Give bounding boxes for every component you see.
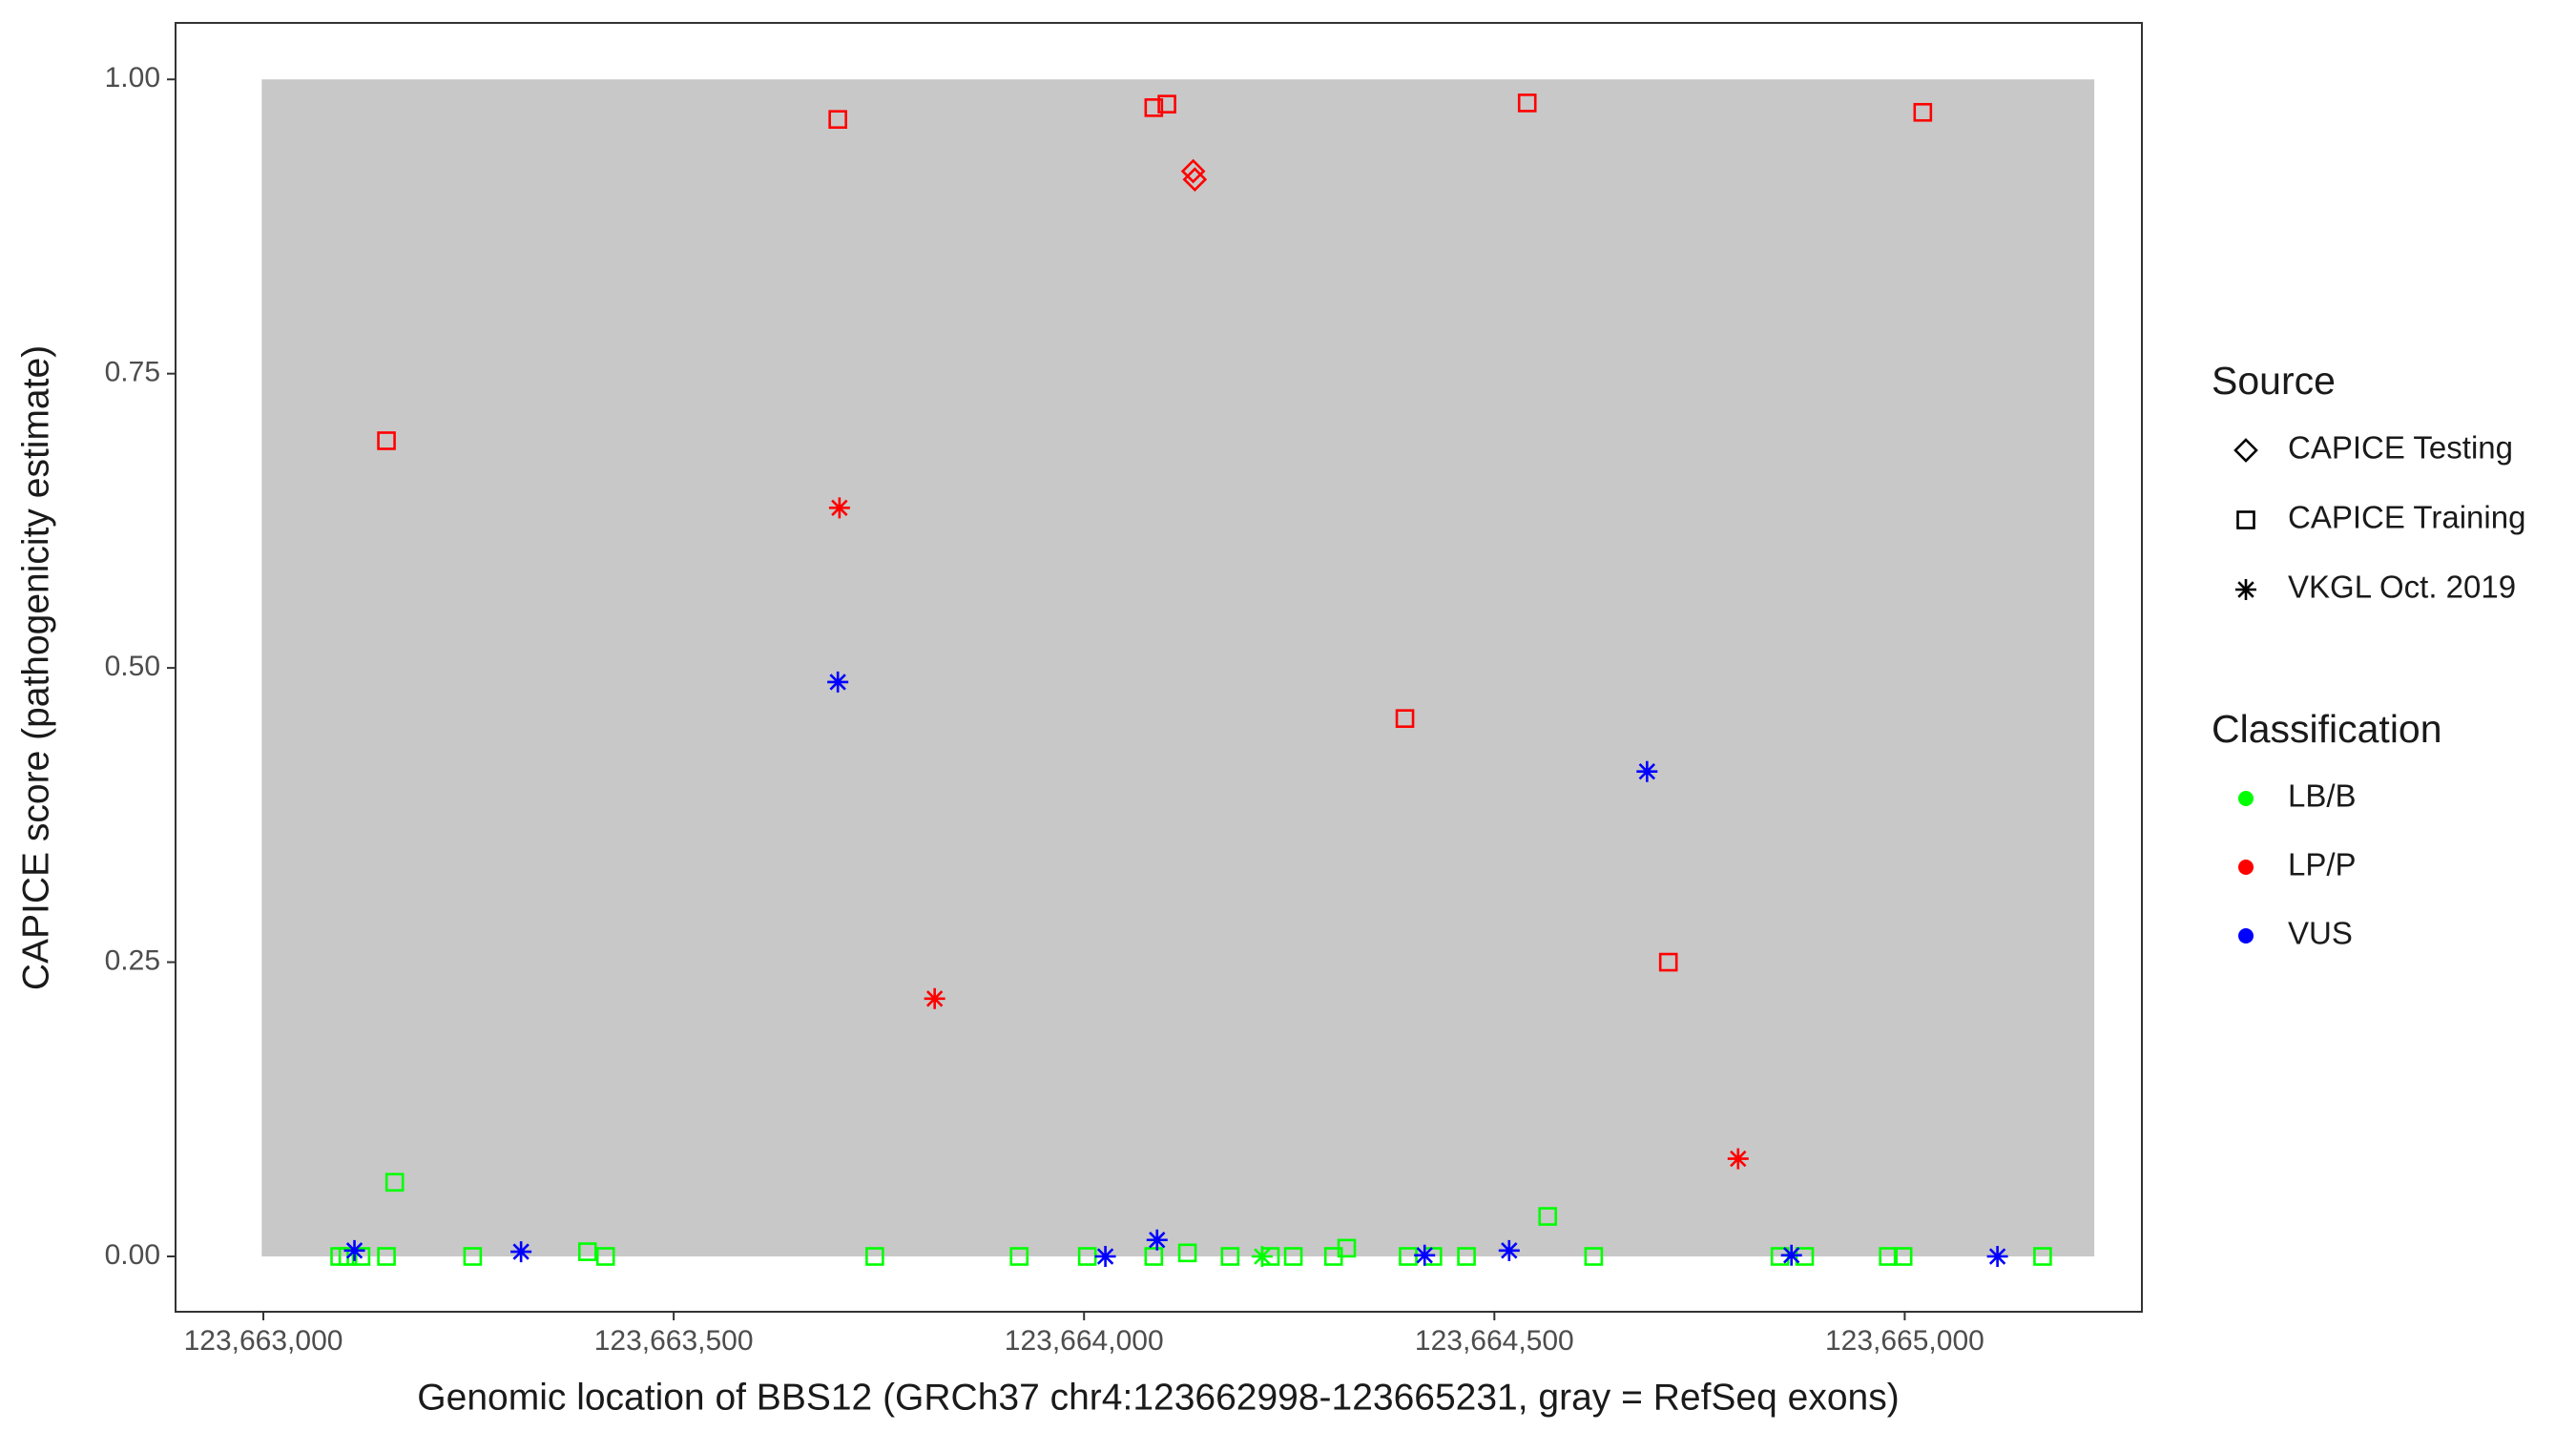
data-point [1658, 952, 1678, 972]
data-point [827, 671, 849, 693]
legend-label: VUS [2288, 916, 2353, 951]
x-tick-label: 123,664,500 [1415, 1325, 1574, 1357]
data-point [1517, 93, 1537, 113]
legend-label: CAPICE Testing [2288, 430, 2513, 466]
x-tick-label: 123,664,000 [1005, 1325, 1164, 1357]
data-point [1893, 1247, 1913, 1266]
panel-border [175, 22, 2143, 1313]
data-point [377, 1247, 396, 1266]
data-point [510, 1241, 532, 1263]
data-point [351, 1247, 371, 1266]
data-point [1144, 98, 1164, 117]
y-tick-label: 1.00 [105, 62, 160, 93]
data-point [384, 1172, 405, 1192]
x-tick-label: 123,663,500 [594, 1325, 754, 1357]
legend-label: CAPICE Training [2288, 500, 2525, 535]
data-point [1009, 1247, 1029, 1266]
y-tick-label: 0.00 [105, 1239, 160, 1271]
data-point [1251, 1246, 1273, 1268]
x-tick-label: 123,665,000 [1825, 1325, 1984, 1357]
data-point [1395, 709, 1415, 728]
data-point [1986, 1246, 2008, 1268]
data-point [1414, 1244, 1436, 1266]
legend-symbol [2236, 510, 2255, 529]
y-tick-label: 0.25 [105, 944, 160, 976]
data-point [578, 1242, 597, 1261]
data-point [1879, 1247, 1899, 1266]
legend-label: LP/P [2288, 847, 2357, 882]
data-point [828, 110, 847, 129]
data-point [1913, 102, 1933, 122]
data-point [1457, 1247, 1476, 1266]
data-point [1337, 1238, 1357, 1258]
data-point [1146, 1229, 1168, 1251]
data-point [595, 1247, 615, 1266]
data-point [1180, 158, 1206, 184]
x-axis-title: Genomic location of BBS12 (GRCh37 chr4:1… [417, 1377, 1899, 1418]
legend-title: Classification [2212, 707, 2442, 751]
legend-symbol [2233, 438, 2258, 463]
y-axis-title: CAPICE score (pathogenicity estimate) [15, 345, 56, 990]
legend-symbol [2238, 928, 2254, 944]
x-tick-label: 123,663,000 [184, 1325, 343, 1357]
data-point [1177, 1243, 1197, 1263]
data-point [1283, 1247, 1303, 1266]
data-point [343, 1239, 365, 1261]
data-point [1157, 94, 1176, 114]
data-point [865, 1247, 884, 1266]
data-point [1727, 1148, 1749, 1170]
data-point [1584, 1247, 1604, 1266]
data-point [1094, 1246, 1116, 1268]
exon-region [261, 79, 2095, 1257]
y-tick-label: 0.50 [105, 651, 160, 682]
data-point [1498, 1239, 1520, 1261]
legend-symbol [2238, 791, 2254, 806]
data-point [828, 497, 850, 519]
data-point [1182, 167, 1208, 192]
legend-symbol [2235, 579, 2256, 600]
data-point [377, 431, 396, 450]
legend-symbol [2238, 860, 2254, 875]
data-point [463, 1247, 483, 1266]
data-point [338, 1247, 358, 1266]
data-point [1636, 760, 1658, 782]
data-point [1144, 1247, 1164, 1266]
data-point [1220, 1247, 1240, 1266]
data-point [924, 987, 945, 1009]
data-point [2033, 1247, 2052, 1266]
data-point [1780, 1244, 1802, 1266]
legend-label: VKGL Oct. 2019 [2288, 570, 2516, 605]
legend-label: LB/B [2288, 778, 2357, 814]
legend-title: Source [2212, 359, 2336, 403]
data-point [1538, 1207, 1558, 1226]
y-tick-label: 0.75 [105, 357, 160, 388]
